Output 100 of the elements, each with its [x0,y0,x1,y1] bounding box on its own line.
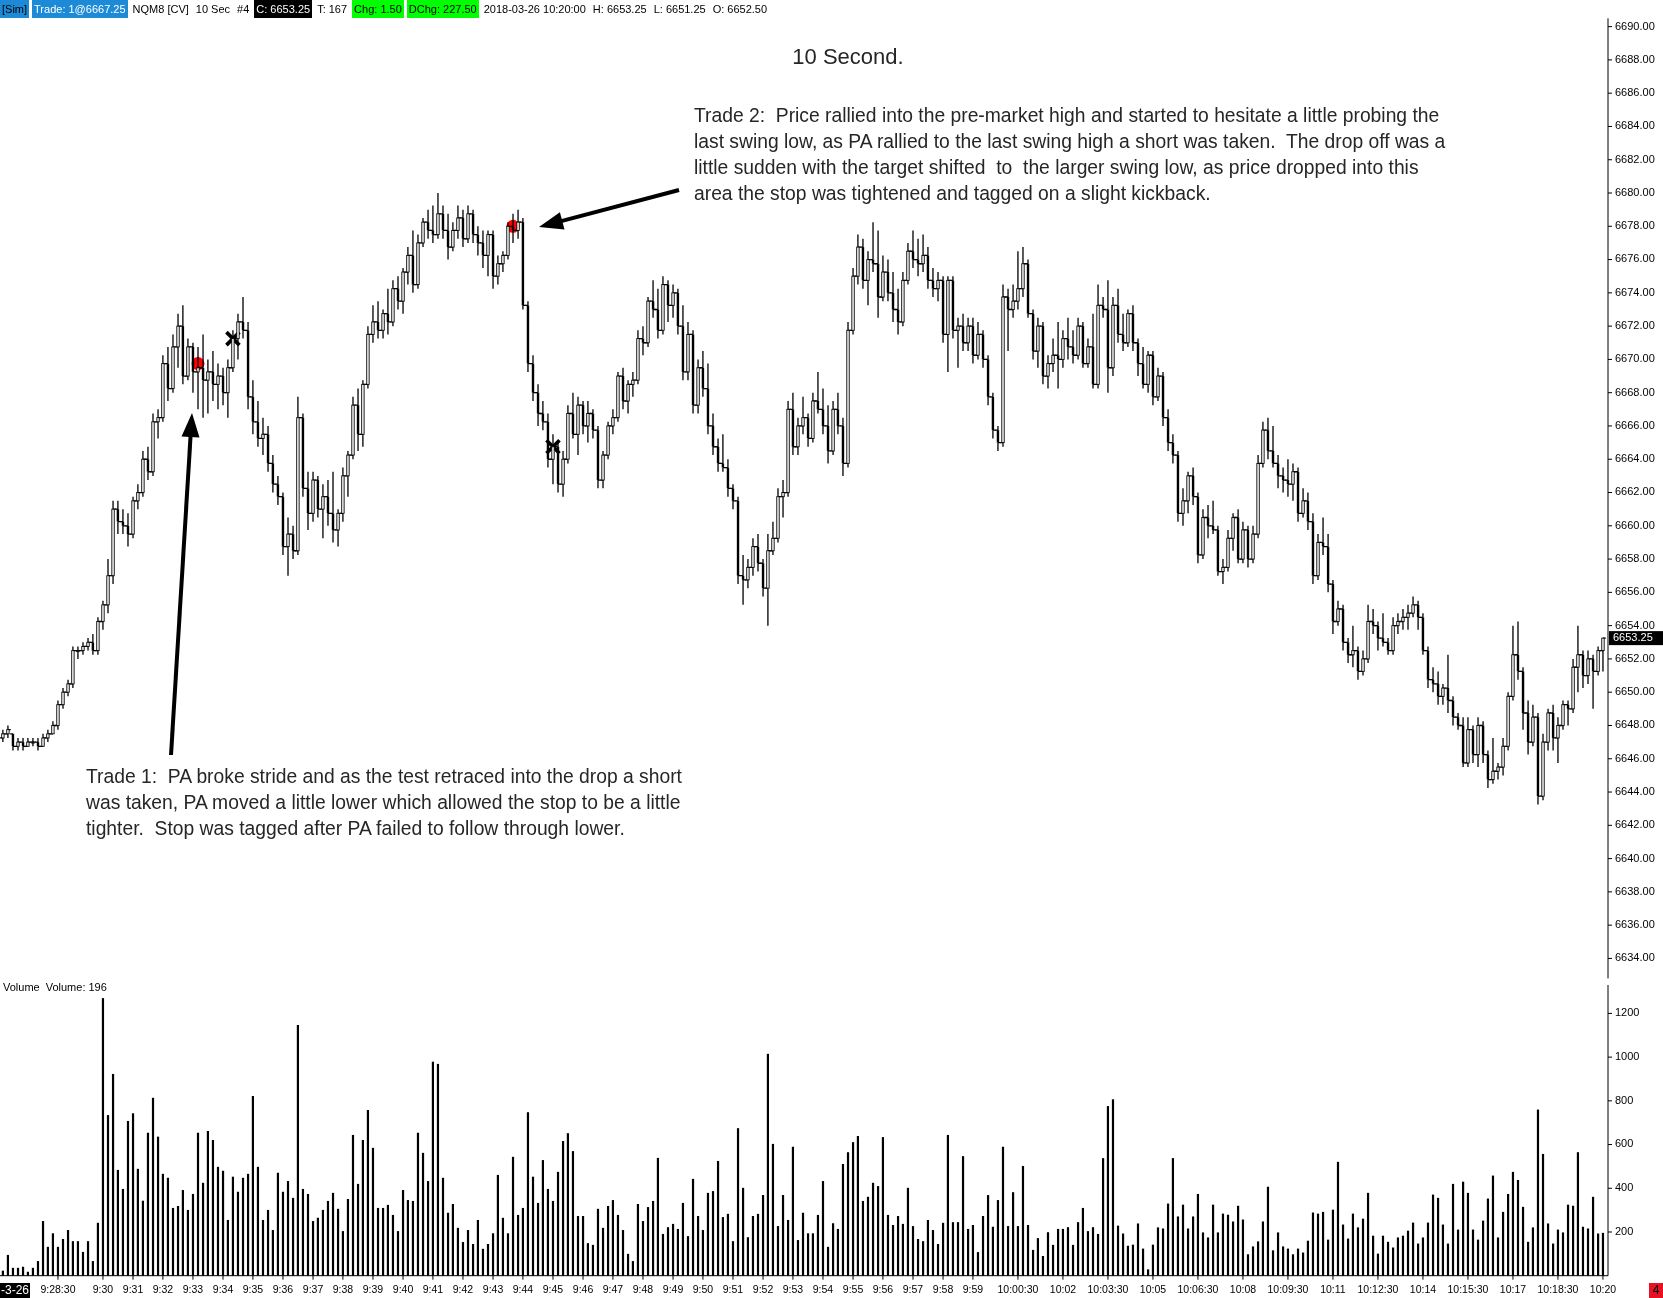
text: #4 [236,2,251,17]
y-tick-label: 6682.00 [1615,152,1655,165]
x-tick-label: 9:43 [482,1283,504,1296]
x-tick-label: 9:31 [122,1283,144,1296]
x-tick-label: 9:48 [632,1283,654,1296]
x-tick-label: 9:51 [722,1283,744,1296]
annotation: Trade 1: PA broke stride and as the test retraced into the drop a short was taken, PA moved a little lower which allowed the stop to be a little tighter. Stop was tagged after PA failed to follow through lower. [85,766,683,839]
y-tick-label: 200 [1615,1224,1634,1237]
x-tick-label: 10:06:30 [1177,1283,1219,1296]
y-tick-label: 6664.00 [1615,452,1655,465]
x-tick-label: 9:41 [422,1283,444,1296]
x-tick-label: 9:33 [182,1283,204,1296]
y-tick-label: 6668.00 [1615,385,1655,398]
y-tick-label: 6672.00 [1615,319,1655,332]
x-tick-label: 10:15:30 [1447,1283,1489,1296]
x-tick-label: 10:05 [1139,1283,1167,1296]
x-tick-label: 10:12:30 [1357,1283,1399,1296]
text: NQM8 [CV] [131,2,190,17]
x-tick-label: 10:20 [1589,1283,1617,1296]
y-tick-label: 6636.00 [1615,918,1655,931]
text: DChg: 227.50 [406,0,479,18]
x-tick-label: 10:11 [1320,1283,1346,1296]
y-tick-label: 6658.00 [1615,551,1655,564]
y-tick-label: 800 [1615,1093,1634,1106]
text: Chg: 1.50 [352,0,404,18]
y-tick-label: 6646.00 [1615,751,1655,764]
x-tick-label: 9:32 [152,1283,174,1296]
y-tick-label: 6650.00 [1615,685,1655,698]
x-tick-label: 9:55 [842,1283,864,1296]
x-tick-label: 9:42 [452,1283,474,1296]
text: [Sim] [0,0,30,18]
x-tick-label: 10:00:30 [997,1283,1039,1296]
x-tick-label: 9:44 [512,1283,534,1296]
text: -3-26 [0,1282,30,1297]
x-tick-label: 9:57 [902,1283,924,1296]
y-tick-label: 6654.00 [1615,618,1655,631]
y-tick-label: 6660.00 [1615,518,1655,531]
y-tick-label: 1200 [1615,1006,1640,1019]
y-tick-label: 6680.00 [1615,185,1655,198]
x-tick-label: 9:37 [302,1283,324,1296]
x-tick-label: 9:28:30 [40,1283,76,1296]
y-tick-label: 1000 [1615,1050,1640,1063]
x-tick-label: 10:18:30 [1537,1283,1579,1296]
x-tick-label: 9:38 [332,1283,354,1296]
x-tick-label: 9:35 [242,1283,264,1296]
y-tick-label: 6648.00 [1615,718,1655,731]
text: 2018-03-26 10:20:00 [482,2,587,17]
text: H: 6653.25 [591,2,648,17]
x-tick-label: 10:14 [1409,1283,1437,1296]
y-tick-label: 6656.00 [1615,585,1655,598]
y-tick-label: 6674.00 [1615,285,1655,298]
x-tick-label: 10:03:30 [1087,1283,1129,1296]
y-tick-label: 600 [1615,1137,1634,1150]
text: 6653.25 [1613,631,1653,644]
x-tick-label: 9:49 [662,1283,684,1296]
x-tick-label: 10:09:30 [1267,1283,1309,1296]
y-tick-label: 6688.00 [1615,52,1655,65]
y-tick-label: 6676.00 [1615,252,1655,265]
y-tick-label: 6690.00 [1615,19,1655,32]
text: 10 Sec [194,2,232,17]
x-tick-label: 9:45 [542,1283,564,1296]
x-tick-label: 10:08 [1229,1283,1257,1296]
text: Trade: 1@6667.25 [32,0,128,18]
x-tick-label: 9:59 [962,1283,984,1296]
y-tick-label: 6662.00 [1615,485,1655,498]
text: 10 Second. [792,43,904,69]
x-tick-label: 9:46 [572,1283,594,1296]
annotation: Volume: 196 [45,981,107,993]
x-tick-label: 9:40 [392,1283,414,1296]
y-tick-label: 6678.00 [1615,219,1655,232]
x-tick-label: 9:53 [782,1283,804,1296]
y-tick-label: 6684.00 [1615,119,1655,132]
x-tick-label: 9:47 [602,1283,624,1296]
text: C: 6653.25 [254,0,313,18]
y-tick-label: 400 [1615,1181,1634,1194]
x-tick-label: 9:58 [932,1283,954,1296]
x-tick-label: 9:54 [812,1283,834,1296]
x-tick-label: 9:36 [272,1283,294,1296]
y-tick-label: 6686.00 [1615,86,1655,99]
text: L: 6651.25 [652,2,707,17]
y-tick-label: 6652.00 [1615,651,1655,664]
y-tick-label: 6666.00 [1615,418,1655,431]
x-tick-label: 10:17 [1499,1283,1527,1296]
y-tick-label: 6638.00 [1615,884,1655,897]
text: T: 167 [316,2,349,17]
annotation: Trade 2: Price rallied into the pre-market high and started to hesitate a little probing the last swing low, as PA rallied to the last swing high a short was taken. The drop off was a little sudden with the target shifted to the larger swing low, as price dropped into this area the stop was tightened and tagged on a slight kickback. [694,105,1446,204]
y-tick-label: 6634.00 [1615,951,1655,964]
x-tick-label: 9:52 [752,1283,774,1296]
text: 4 [1652,1282,1660,1297]
x-tick-label: 9:34 [212,1283,234,1296]
chart-title: Volume [3,981,40,993]
y-tick-label: 6644.00 [1615,784,1655,797]
x-tick-label: 10:02 [1049,1283,1077,1296]
x-tick-label: 9:30 [92,1283,114,1296]
y-tick-label: 6642.00 [1615,818,1655,831]
y-tick-label: 6670.00 [1615,352,1655,365]
text: O: 6652.50 [711,2,769,17]
x-tick-label: 9:56 [872,1283,894,1296]
x-tick-label: 9:50 [692,1283,714,1296]
x-tick-label: 9:39 [362,1283,384,1296]
